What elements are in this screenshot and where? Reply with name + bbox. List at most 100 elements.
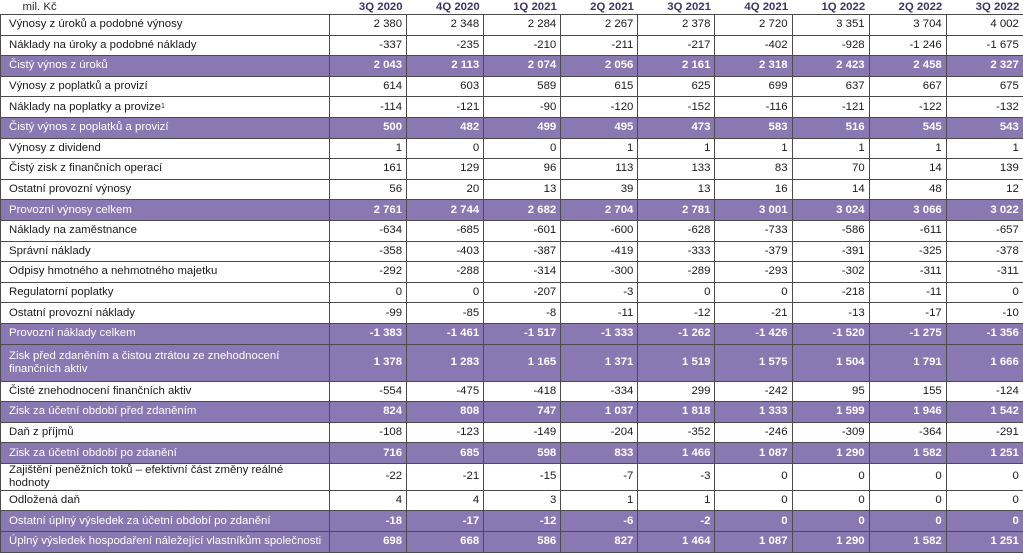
row-label: Odpisy hmotného a nehmotného majetku bbox=[9, 265, 217, 277]
value-cell: -217 bbox=[638, 35, 715, 56]
value-cell: 586 bbox=[484, 532, 561, 553]
value-cell: 0 bbox=[946, 490, 1023, 511]
value-cell: 0 bbox=[946, 282, 1023, 303]
row-label: Odložená daň bbox=[9, 494, 80, 506]
row-label-cell: Úplný výsledek hospodaření náležející vl… bbox=[1, 532, 330, 553]
value-cell: -85 bbox=[407, 303, 484, 324]
value-cell: 83 bbox=[715, 159, 792, 180]
value-cell: 716 bbox=[330, 443, 407, 464]
row-label-cell: Regulatorní poplatky bbox=[1, 282, 330, 303]
value-cell: -90 bbox=[484, 97, 561, 118]
value-cell: 0 bbox=[869, 463, 946, 490]
value-cell: 2 744 bbox=[407, 200, 484, 221]
value-cell: 95 bbox=[792, 381, 869, 402]
value-cell: 0 bbox=[946, 511, 1023, 532]
value-cell: 2 458 bbox=[869, 56, 946, 77]
value-cell: -114 bbox=[330, 97, 407, 118]
value-cell: 2 423 bbox=[792, 56, 869, 77]
row-label: Čistý zisk z finančních operací bbox=[9, 162, 162, 174]
value-cell: -309 bbox=[792, 422, 869, 443]
value-cell: 3 bbox=[484, 490, 561, 511]
value-cell: 0 bbox=[869, 511, 946, 532]
value-cell: -207 bbox=[484, 282, 561, 303]
value-cell: -358 bbox=[330, 241, 407, 262]
value-cell: -12 bbox=[638, 303, 715, 324]
value-cell: 129 bbox=[407, 159, 484, 180]
row-label-cell: Náklady na poplatky a provize1 bbox=[1, 97, 330, 118]
value-cell: 1 165 bbox=[484, 344, 561, 381]
value-cell: -15 bbox=[484, 463, 561, 490]
value-cell: 667 bbox=[869, 76, 946, 97]
table-row: Daň z příjmů-108-123-149-204-352-246-309… bbox=[1, 422, 1023, 443]
table-row-subtotal: Zisk před zdaněním a čistou ztrátou ze z… bbox=[1, 344, 1023, 381]
value-cell: 1 519 bbox=[638, 344, 715, 381]
value-cell: 1 bbox=[946, 138, 1023, 159]
value-cell: 0 bbox=[715, 282, 792, 303]
value-cell: -311 bbox=[946, 262, 1023, 283]
column-header: 2Q 2022 bbox=[869, 0, 946, 15]
value-cell: 1 504 bbox=[792, 344, 869, 381]
row-label: Provozní výnosy celkem bbox=[9, 204, 132, 216]
value-cell: 615 bbox=[561, 76, 638, 97]
value-cell: -657 bbox=[946, 220, 1023, 241]
value-cell: -235 bbox=[407, 35, 484, 56]
value-cell: -120 bbox=[561, 97, 638, 118]
value-cell: 1 946 bbox=[869, 402, 946, 423]
value-cell: -302 bbox=[792, 262, 869, 283]
row-label-cell: Provozní náklady celkem bbox=[1, 323, 330, 344]
value-cell: 1 bbox=[638, 138, 715, 159]
value-cell: -1 520 bbox=[792, 323, 869, 344]
row-label: Zisk za účetní období po zdanění bbox=[9, 447, 177, 459]
value-cell: 625 bbox=[638, 76, 715, 97]
row-label-cell: Ostatní úplný výsledek za účetní období … bbox=[1, 511, 330, 532]
row-label-cell: Ostatní provozní náklady bbox=[1, 303, 330, 324]
row-label-cell: Odpisy hmotného a nehmotného majetku bbox=[1, 262, 330, 283]
value-cell: 668 bbox=[407, 532, 484, 553]
value-cell: -300 bbox=[561, 262, 638, 283]
value-cell: 2 781 bbox=[638, 200, 715, 221]
value-cell: 0 bbox=[330, 282, 407, 303]
row-label: Provozní náklady celkem bbox=[9, 327, 136, 339]
value-cell: -1 262 bbox=[638, 323, 715, 344]
value-cell: -325 bbox=[869, 241, 946, 262]
value-cell: -11 bbox=[561, 303, 638, 324]
value-cell: 0 bbox=[407, 138, 484, 159]
table-row: Ostatní provozní náklady-99-85-8-11-12-2… bbox=[1, 303, 1023, 324]
value-cell: 685 bbox=[407, 443, 484, 464]
value-cell: -333 bbox=[638, 241, 715, 262]
value-cell: 3 001 bbox=[715, 200, 792, 221]
value-cell: 3 704 bbox=[869, 15, 946, 36]
value-cell: -210 bbox=[484, 35, 561, 56]
value-cell: 14 bbox=[869, 159, 946, 180]
value-cell: 500 bbox=[330, 117, 407, 138]
value-cell: -1 333 bbox=[561, 323, 638, 344]
column-header: 1Q 2022 bbox=[792, 0, 869, 15]
value-cell: 833 bbox=[561, 443, 638, 464]
value-cell: 1 333 bbox=[715, 402, 792, 423]
value-cell: -378 bbox=[946, 241, 1023, 262]
value-cell: 1 037 bbox=[561, 402, 638, 423]
table-row-subtotal: Úplný výsledek hospodaření náležející vl… bbox=[1, 532, 1023, 553]
value-cell: 1 bbox=[869, 138, 946, 159]
value-cell: 70 bbox=[792, 159, 869, 180]
row-label: Ostatní provozní náklady bbox=[9, 307, 135, 319]
value-cell: 824 bbox=[330, 402, 407, 423]
value-cell: -132 bbox=[946, 97, 1023, 118]
value-cell: -379 bbox=[715, 241, 792, 262]
table-row-subtotal: Ostatní úplný výsledek za účetní období … bbox=[1, 511, 1023, 532]
value-cell: -12 bbox=[484, 511, 561, 532]
row-label: Výnosy z dividend bbox=[9, 142, 101, 154]
table-row: Náklady na zaměstnance-634-685-601-600-6… bbox=[1, 220, 1023, 241]
value-cell: 499 bbox=[484, 117, 561, 138]
value-cell: 1 582 bbox=[869, 532, 946, 553]
value-cell: 1 666 bbox=[946, 344, 1023, 381]
row-label: Regulatorní poplatky bbox=[9, 286, 113, 298]
value-cell: -293 bbox=[715, 262, 792, 283]
value-cell: -152 bbox=[638, 97, 715, 118]
